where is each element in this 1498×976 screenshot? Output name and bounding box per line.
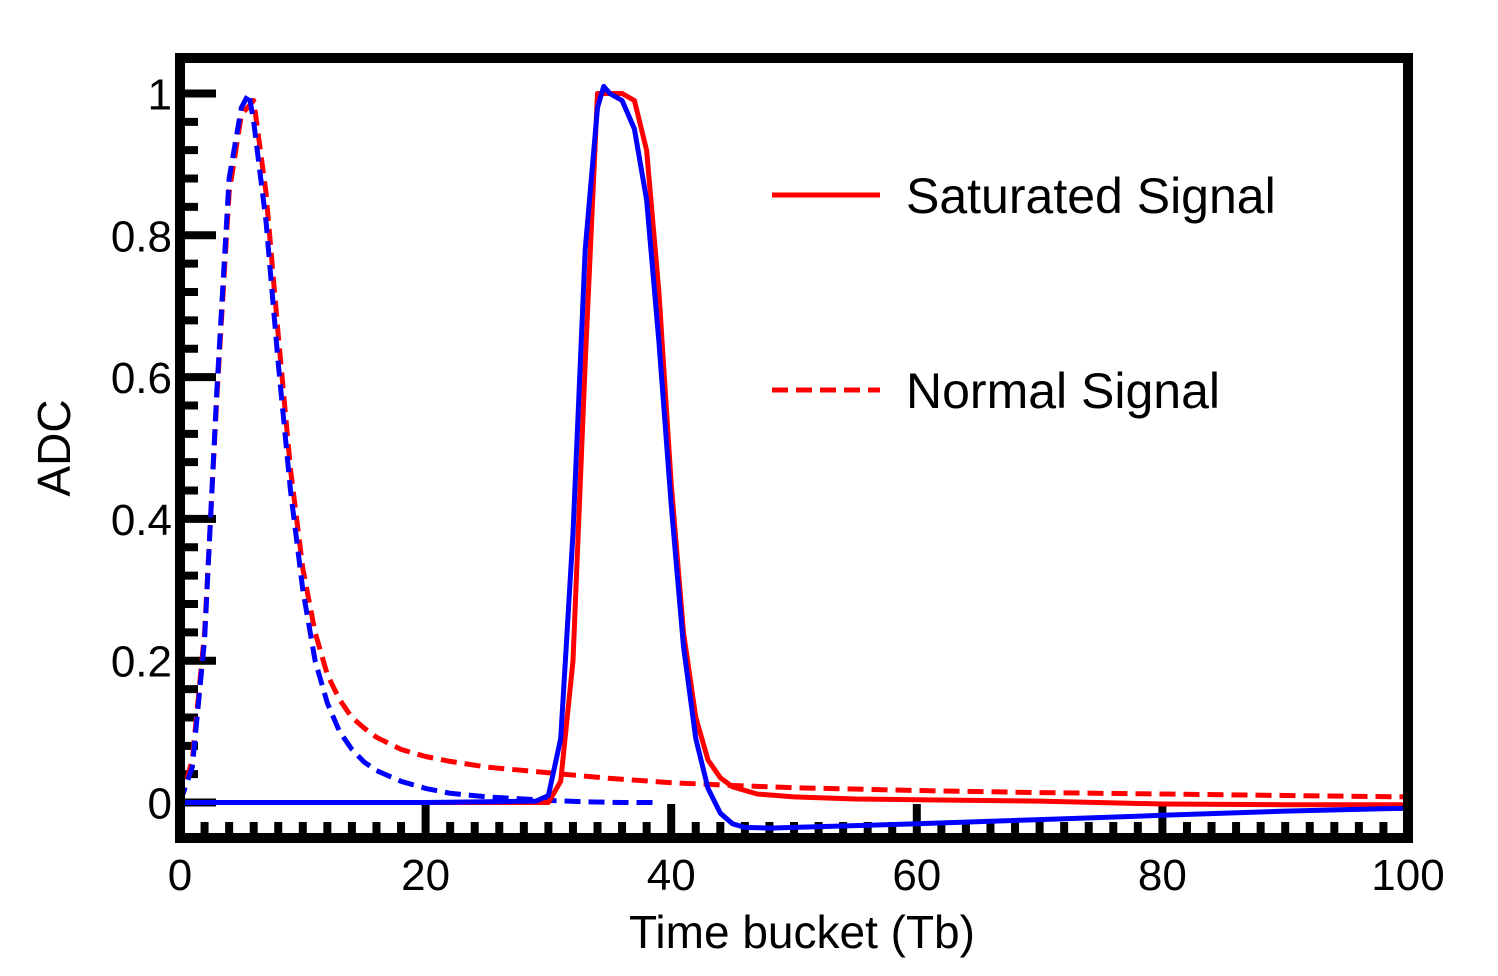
x-axis-title: Time bucket (Tb) — [629, 906, 975, 958]
plot-series — [177, 83, 1409, 831]
y-tick-label: 0.2 — [111, 638, 172, 687]
legend: Saturated Signal Normal Signal — [772, 168, 1276, 419]
y-tick-label: 0 — [148, 780, 172, 829]
x-tick-label: 40 — [647, 851, 696, 900]
tick-labels: 0 20 40 60 80 100 0 0.2 0.4 0.6 0.8 1 — [111, 70, 1445, 900]
y-tick-label: 0.6 — [111, 354, 172, 403]
y-axis-title: ADC — [28, 399, 80, 496]
y-tick-label: 0.4 — [111, 496, 172, 545]
legend-label-saturated: Saturated Signal — [906, 168, 1276, 224]
legend-label-normal: Normal Signal — [906, 363, 1220, 419]
x-tick-label: 60 — [892, 851, 941, 900]
y-tick-label: 0.8 — [111, 212, 172, 261]
series-line-3 — [180, 83, 1409, 831]
x-tick-label: 20 — [401, 851, 450, 900]
series-line-0 — [177, 98, 1409, 804]
x-tick-label: 80 — [1138, 851, 1187, 900]
series-line-1 — [177, 91, 659, 805]
x-tick-label: 100 — [1371, 851, 1444, 900]
x-tick-label: 0 — [168, 851, 192, 900]
plot-frame — [175, 53, 1413, 843]
y-tick-label: 1 — [148, 70, 172, 119]
